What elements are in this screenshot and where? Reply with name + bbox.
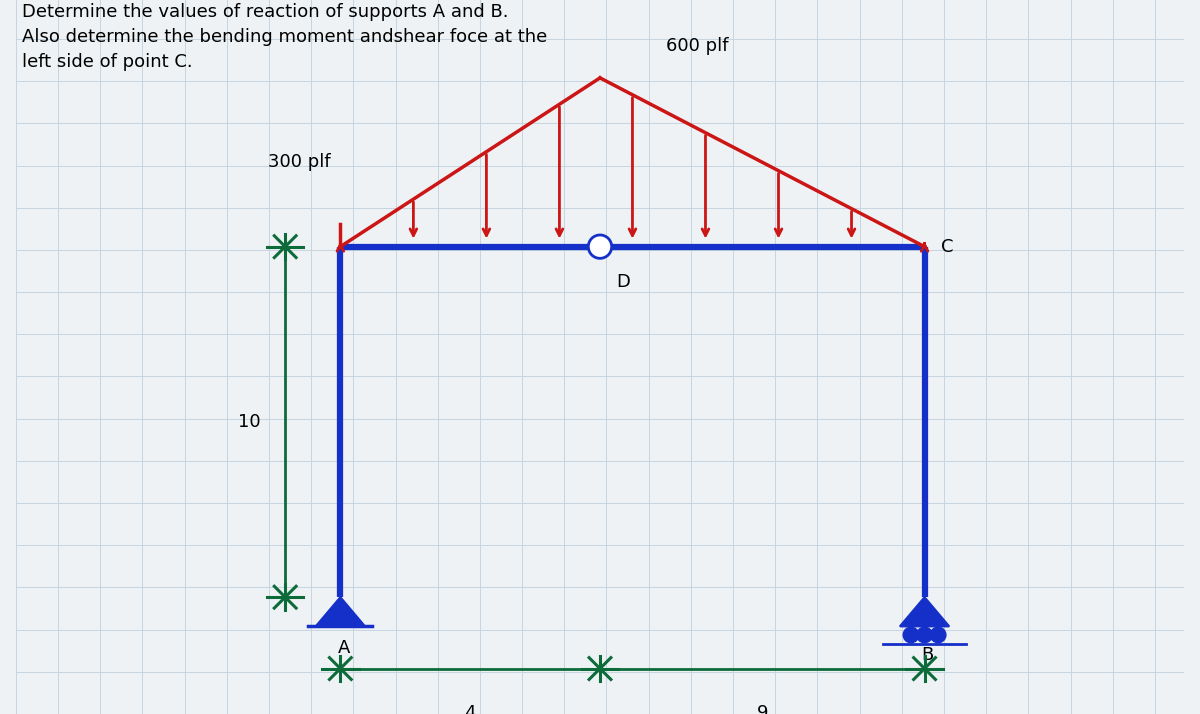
Text: A: A: [337, 639, 349, 658]
Polygon shape: [900, 597, 949, 626]
Circle shape: [930, 627, 946, 643]
Text: 4: 4: [464, 704, 476, 714]
Text: 300 plf: 300 plf: [268, 154, 331, 171]
Text: 600 plf: 600 plf: [666, 37, 728, 55]
Text: Determine the values of reaction of supports A and B.
Also determine the bending: Determine the values of reaction of supp…: [23, 4, 547, 71]
Polygon shape: [316, 597, 365, 626]
Text: 10: 10: [238, 413, 260, 431]
Text: 9: 9: [756, 704, 768, 714]
Text: C: C: [941, 238, 953, 256]
Text: D: D: [617, 273, 630, 291]
Circle shape: [917, 627, 932, 643]
Circle shape: [588, 235, 612, 258]
Text: B: B: [922, 646, 934, 664]
Circle shape: [904, 627, 919, 643]
